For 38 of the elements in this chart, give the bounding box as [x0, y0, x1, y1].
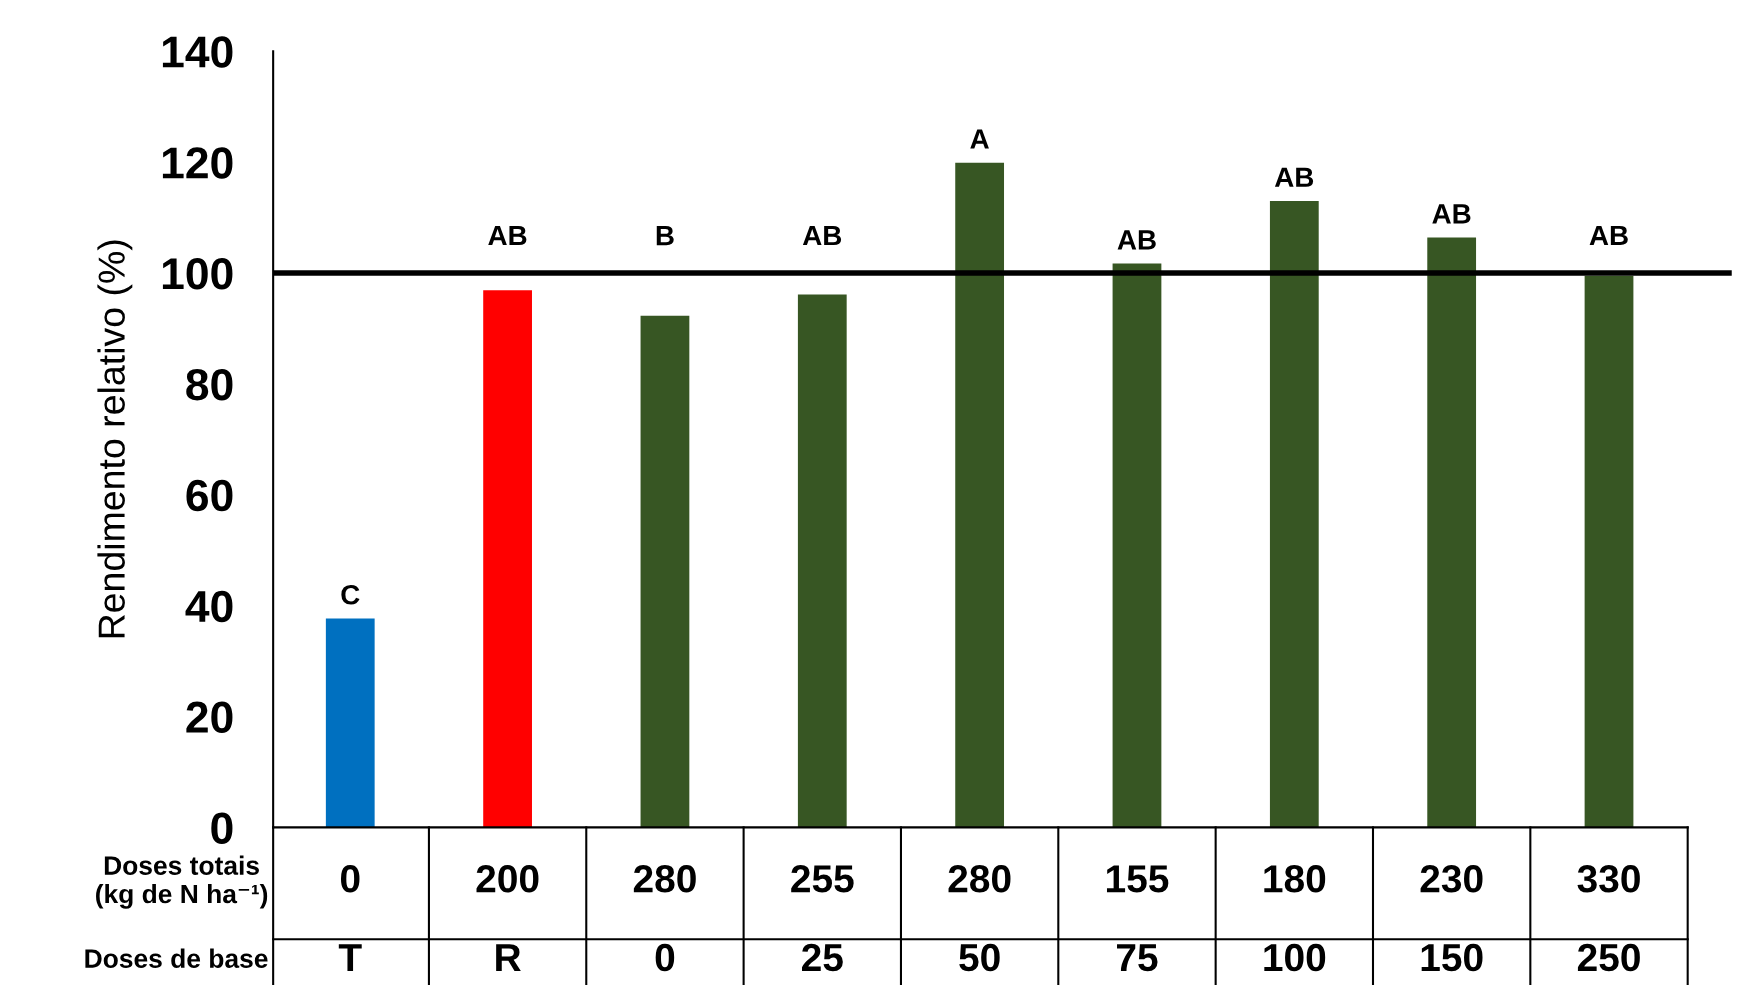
y-tick-label: 140: [162, 36, 233, 68]
annotation: C: [341, 584, 360, 605]
annotation: A: [970, 129, 989, 149]
bar: [640, 315, 690, 828]
bar: [1427, 237, 1477, 828]
y-tick-label: 60: [186, 479, 233, 512]
category-label: 330 250: [1577, 865, 1640, 972]
bar: [1269, 200, 1319, 828]
y-tick-label: 0: [211, 812, 233, 844]
y-tick-label: 80: [186, 368, 233, 401]
category-label: 155 75: [1106, 865, 1169, 972]
y-axis-title: Rendimento relativo (%): [97, 240, 133, 638]
bar: [1112, 263, 1162, 828]
annotation: AB: [488, 225, 527, 246]
bar: [797, 294, 847, 828]
annotation: AB: [802, 226, 842, 246]
annotation: B: [656, 226, 674, 246]
text: Doses totais (kg de N ha⁻¹): [96, 855, 268, 909]
annotation: AB: [1589, 225, 1628, 246]
bar: [1584, 275, 1634, 828]
category-label: 230 150: [1420, 865, 1483, 972]
category-label: 200 R: [476, 865, 539, 971]
bar: [325, 618, 375, 828]
category-label: 280 50: [948, 865, 1011, 972]
text: Doses de base: [85, 948, 268, 968]
annotation: AB: [1432, 204, 1471, 224]
annotation: AB: [1117, 230, 1156, 250]
bar: [483, 290, 532, 828]
category-label: 0 T: [338, 865, 362, 971]
y-tick-label: 40: [185, 590, 233, 623]
y-tick-label: 100: [162, 258, 233, 290]
y-tick-label: 20: [186, 701, 233, 734]
category-label: 280 0: [633, 865, 696, 972]
annotation: AB: [1274, 167, 1314, 187]
bar: [955, 162, 1005, 828]
category-label: 180 100: [1264, 865, 1326, 972]
y-tick-label: 120: [162, 147, 233, 179]
category-label: 255 25: [791, 865, 854, 972]
